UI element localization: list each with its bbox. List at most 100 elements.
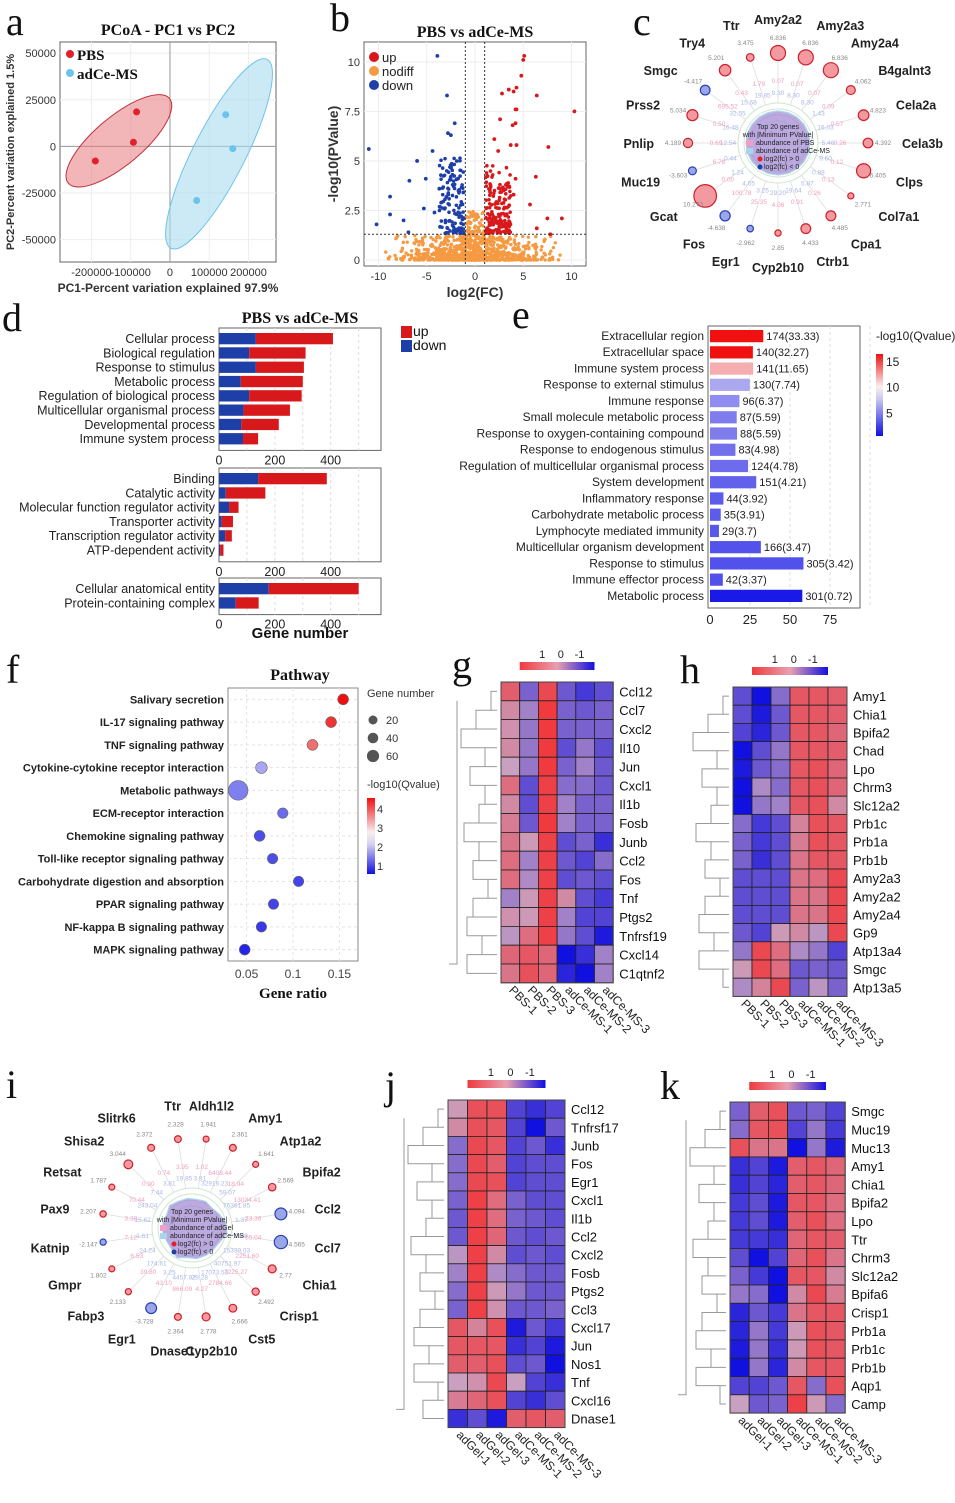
abundance-a-value: 0.09 [822, 104, 835, 111]
heatmap-cell [770, 868, 791, 888]
heatmap-cell [748, 1156, 769, 1176]
category-label: Response to oxygen-containing compound [477, 426, 704, 440]
spoke [209, 1149, 233, 1193]
up-point [572, 109, 577, 114]
nodiff-point [407, 257, 412, 262]
adce-ellipse [165, 58, 273, 250]
gene-marker-up [123, 1159, 134, 1170]
pathway-label: Salivary secretion [130, 694, 224, 706]
heatmap-cell [447, 1281, 468, 1301]
bar-down [219, 390, 250, 402]
abundance-a-value: 0.74 [158, 1170, 171, 1177]
go-enrichment-chart: Extracellular region 174(33.33) Extracellu… [459, 325, 955, 627]
row-label: Bpifa2 [853, 726, 890, 741]
heatmap-cell [519, 700, 539, 720]
category-label: Extracellular region [601, 329, 704, 343]
heatmap-cell [787, 1394, 808, 1414]
spoke [231, 1233, 279, 1243]
up-point [497, 230, 502, 235]
legend-dot [757, 164, 763, 170]
up-point [511, 192, 516, 197]
x-tick-label: 200 [264, 618, 285, 632]
heatmap-cell [545, 1372, 566, 1392]
heatmap-cell [538, 963, 558, 984]
heatmap-cell [556, 925, 577, 946]
heatmap-cell [787, 1138, 808, 1158]
row-label: Slc12a2 [851, 1269, 898, 1284]
heatmap-cell [447, 1390, 468, 1410]
nodiff-point [476, 242, 480, 247]
nodiff-point [426, 253, 430, 258]
spoke [113, 1245, 157, 1269]
heatmap-cell [525, 1136, 546, 1156]
gene-label: Retsat [43, 1166, 82, 1180]
nodiff-point [532, 258, 536, 262]
heatmap-cell [806, 1302, 827, 1323]
log2fc-value: 4.062 [855, 78, 872, 85]
down-point [457, 191, 461, 195]
down-point [445, 180, 450, 185]
abundance-a-value: 7.12 [124, 1235, 137, 1242]
row-label: Amy2a2 [853, 889, 901, 904]
enrichment-bar [710, 524, 719, 538]
row-label: Prb1a [851, 1324, 886, 1339]
heatmap-cell [748, 1394, 769, 1414]
log2fc-value: 2.372 [136, 1131, 153, 1138]
category-label: Transporter activity [109, 515, 216, 529]
nodiff-point [467, 226, 472, 230]
nodiff-point [480, 249, 484, 253]
panel-label-i: i [6, 1062, 18, 1107]
heatmap-cell [827, 759, 848, 779]
colorbar-tick: 1 [539, 650, 545, 661]
nodiff-point [437, 257, 441, 261]
heatmap-cell [447, 1263, 468, 1283]
colorbar-title: -log10(Qvalue) [876, 329, 955, 343]
bar-down [219, 530, 226, 542]
down-point [445, 93, 449, 98]
down-point [454, 159, 459, 163]
heatmap-cell [770, 850, 791, 870]
heatmap-cell [556, 869, 577, 890]
pathway-label: PPAR signaling pathway [96, 899, 225, 911]
heatmap-cell [825, 1394, 846, 1414]
heatmap-g: 1 0 -1 Ccl12 Ccl7 Cxcl2 Il10 Jun Cxcl1 Il1b Fosb Ju… [449, 650, 667, 1037]
nodiff-point [482, 255, 486, 260]
heatmap-cell [575, 756, 595, 777]
spoke [129, 1165, 164, 1200]
spoke [750, 59, 767, 106]
heatmap-cell [538, 907, 558, 927]
bar-down [219, 515, 222, 528]
heatmap-cell [751, 741, 772, 761]
up-point [484, 184, 489, 188]
log2fc-value: -2.962 [736, 240, 755, 247]
heatmap-cell [825, 1302, 846, 1323]
nodiff-point [514, 254, 518, 258]
nodiff-point [531, 243, 535, 248]
gene-marker-up [99, 1210, 107, 1218]
spoke [815, 115, 862, 132]
nodiff-point [491, 243, 495, 247]
data-label: 87(5.59) [740, 412, 781, 424]
down-point [443, 220, 448, 225]
nodiff-point [467, 219, 471, 224]
up-point [504, 226, 509, 231]
up-point [496, 149, 501, 153]
nodiff-point [469, 230, 473, 235]
nodiff-point [409, 255, 414, 260]
heatmap-cell [467, 1154, 488, 1174]
nodiff-point [512, 238, 517, 242]
enrichment-bar [710, 573, 723, 586]
nodiff-point [401, 240, 406, 245]
colorbar-tick: 0 [558, 650, 564, 661]
log2fc-value: 2.771 [855, 202, 872, 209]
log2fc-value: 4.392 [875, 140, 892, 147]
heatmap-cell [594, 925, 614, 946]
x-tick-label: 25 [743, 612, 757, 627]
down-point [446, 131, 450, 136]
pathway-bubble [267, 898, 279, 910]
pathway-bubble [325, 716, 337, 728]
heatmap-cell [827, 886, 848, 906]
x-tick-label: 5 [520, 271, 526, 283]
gene-marker-up [228, 1303, 238, 1313]
heatmap-cell [594, 813, 614, 833]
